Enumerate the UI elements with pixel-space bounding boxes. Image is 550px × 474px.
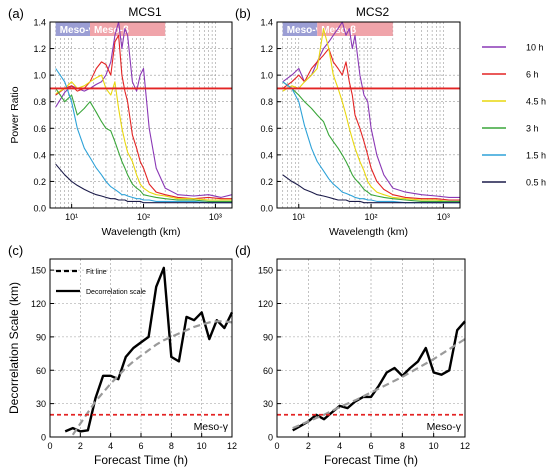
y-tick-label: 1.0 xyxy=(33,71,46,81)
y-tick-label: 120 xyxy=(258,299,273,309)
y-tick-label: 1.0 xyxy=(260,71,273,81)
axes-frame xyxy=(49,21,233,209)
x-tick-label: 6 xyxy=(368,441,373,451)
y-tick-label: 0 xyxy=(268,433,273,443)
x-axis-label: Wavelength (km) xyxy=(102,226,181,238)
annotation: Meso-γ xyxy=(194,421,229,433)
y-tick-label: 0.6 xyxy=(33,124,46,134)
y-tick-label: 0.2 xyxy=(260,177,273,187)
x-tick-label: 10 xyxy=(429,441,439,451)
panel-a: Meso-γ Meso-β 0.0 0.2 0.4 0.6 0.8 1.0 1.2 1.4 10¹ 1… xyxy=(8,5,233,238)
series-line xyxy=(292,338,466,430)
x-tick-label: 10¹ xyxy=(65,212,78,222)
x-tick-label: 10³ xyxy=(209,212,222,222)
y-tick-label: 150 xyxy=(258,266,273,276)
legend-label: 0.5 h xyxy=(526,178,546,188)
x-axis-label: Forecast Time (h) xyxy=(94,453,188,467)
band-label: Meso-β xyxy=(94,25,129,36)
band-label: Meso-β xyxy=(321,25,356,36)
x-tick-label: 10³ xyxy=(437,212,450,222)
chart-title: MCS1 xyxy=(128,5,162,19)
plot-area xyxy=(277,22,460,208)
y-tick-label: 60 xyxy=(36,366,46,376)
legend-label: 6 h xyxy=(526,70,539,80)
plot-area xyxy=(50,22,232,208)
panel-label: (b) xyxy=(235,6,251,21)
y-tick-label: 120 xyxy=(31,299,46,309)
y-tick-label: 30 xyxy=(263,399,273,409)
y-tick-label: 0 xyxy=(41,433,46,443)
y-tick-label: 30 xyxy=(36,399,46,409)
series-line xyxy=(71,320,233,436)
y-tick-label: 1.2 xyxy=(260,44,273,54)
x-tick-label: 8 xyxy=(169,441,174,451)
legend-label: 10 h xyxy=(526,43,544,53)
panel-c: 0 30 60 90 120 150 0 2 4 6 8 10 12 Forecast Time (h) D… xyxy=(7,243,237,467)
legend-label: Decorrelation scale xyxy=(86,289,146,296)
band-1 xyxy=(89,22,166,36)
panel-label: (d) xyxy=(235,243,251,258)
y-tick-label: 0.0 xyxy=(260,204,273,214)
y-tick-label: 0.4 xyxy=(33,150,46,160)
y-tick-label: 90 xyxy=(263,332,273,342)
x-tick-label: 12 xyxy=(460,441,470,451)
panel-label: (c) xyxy=(8,243,23,258)
y-tick-label: 1.4 xyxy=(260,18,273,28)
y-tick-label: 0.8 xyxy=(260,97,273,107)
panel-d: 0 30 60 90 120 150 0 2 4 6 8 10 12 Forecast Time (h) (… xyxy=(235,243,470,467)
y-tick-label: 1.2 xyxy=(33,44,46,54)
legend-label: Fit line xyxy=(86,269,107,276)
y-tick-label: 150 xyxy=(31,266,46,276)
band-label: Meso-γ xyxy=(60,25,95,36)
x-axis-label: Forecast Time (h) xyxy=(324,453,418,467)
x-tick-label: 2 xyxy=(78,441,83,451)
shared-legend: 10 h 6 h 4.5 h 3 h 1.5 h 0.5 h xyxy=(482,43,546,188)
panel-label: (a) xyxy=(8,6,24,21)
x-tick-label: 2 xyxy=(306,441,311,451)
y-tick-label: 0.0 xyxy=(33,204,46,214)
y-tick-label: 1.4 xyxy=(33,18,46,28)
legend-label: 3 h xyxy=(526,124,539,134)
x-tick-label: 0 xyxy=(274,441,279,451)
y-axis-label: Decorrelation Scale (km) xyxy=(7,282,21,414)
x-tick-label: 10¹ xyxy=(292,212,305,222)
y-tick-label: 0.8 xyxy=(33,97,46,107)
band-0 xyxy=(282,22,318,36)
x-axis-label: Wavelength (km) xyxy=(329,226,408,238)
x-tick-label: 4 xyxy=(337,441,342,451)
x-tick-label: 6 xyxy=(138,441,143,451)
y-axis-label: Power Ratio xyxy=(9,86,21,143)
y-tick-label: 0.2 xyxy=(33,177,46,187)
axes-frame xyxy=(276,21,461,209)
legend-label: 1.5 h xyxy=(526,151,546,161)
band-label: Meso-γ xyxy=(287,25,322,36)
y-tick-label: 90 xyxy=(36,332,46,342)
band-0 xyxy=(55,22,90,36)
legend-label: 4.5 h xyxy=(526,97,546,107)
y-tick-label: 0.6 xyxy=(260,124,273,134)
band-1 xyxy=(317,22,393,36)
y-tick-label: 0.4 xyxy=(260,150,273,160)
x-tick-label: 8 xyxy=(400,441,405,451)
x-tick-label: 10 xyxy=(197,441,207,451)
annotation: Meso-γ xyxy=(427,421,462,433)
x-tick-label: 12 xyxy=(227,441,237,451)
x-tick-label: 10² xyxy=(365,212,378,222)
chart-title: MCS2 xyxy=(356,5,390,19)
x-tick-label: 0 xyxy=(47,441,52,451)
y-tick-label: 60 xyxy=(263,366,273,376)
x-tick-label: 4 xyxy=(108,441,113,451)
x-tick-label: 10² xyxy=(137,212,150,222)
panel-b: Meso-γ Meso-β 0.0 0.2 0.4 0.6 0.8 1.0 1.2 1.4 10¹ 1… xyxy=(235,5,461,238)
